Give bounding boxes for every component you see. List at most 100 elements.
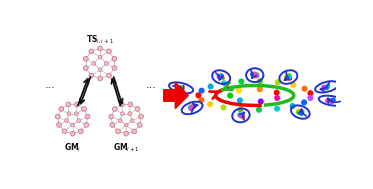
Ellipse shape: [70, 131, 75, 136]
Ellipse shape: [128, 112, 132, 116]
Ellipse shape: [219, 76, 222, 79]
Ellipse shape: [288, 75, 291, 79]
Ellipse shape: [139, 114, 143, 119]
Ellipse shape: [330, 99, 334, 102]
Ellipse shape: [325, 85, 329, 89]
Ellipse shape: [239, 115, 243, 118]
Ellipse shape: [120, 112, 124, 116]
Ellipse shape: [287, 74, 291, 77]
Ellipse shape: [326, 99, 329, 103]
Ellipse shape: [85, 114, 90, 119]
Ellipse shape: [71, 123, 75, 127]
Ellipse shape: [255, 74, 258, 77]
Ellipse shape: [98, 46, 103, 51]
Ellipse shape: [323, 86, 326, 89]
Ellipse shape: [300, 112, 303, 115]
Ellipse shape: [199, 98, 204, 102]
Ellipse shape: [308, 96, 313, 100]
Ellipse shape: [84, 57, 88, 61]
Ellipse shape: [284, 75, 288, 79]
Ellipse shape: [238, 113, 242, 117]
Ellipse shape: [179, 87, 183, 90]
Ellipse shape: [251, 72, 254, 76]
Ellipse shape: [322, 86, 326, 89]
Ellipse shape: [135, 107, 140, 111]
Ellipse shape: [220, 75, 223, 78]
Ellipse shape: [179, 86, 182, 90]
Ellipse shape: [219, 74, 222, 77]
Ellipse shape: [77, 119, 81, 123]
Ellipse shape: [257, 108, 261, 112]
Ellipse shape: [208, 102, 212, 106]
Ellipse shape: [190, 107, 194, 110]
Ellipse shape: [332, 98, 335, 102]
Ellipse shape: [253, 72, 256, 76]
Ellipse shape: [119, 102, 124, 107]
Ellipse shape: [238, 107, 243, 112]
Ellipse shape: [199, 88, 204, 93]
Ellipse shape: [84, 122, 89, 127]
Ellipse shape: [57, 122, 62, 127]
Ellipse shape: [221, 105, 226, 110]
Ellipse shape: [130, 119, 134, 123]
FancyArrow shape: [164, 82, 188, 108]
Ellipse shape: [65, 119, 69, 123]
Ellipse shape: [84, 66, 88, 70]
Text: ...: ...: [145, 80, 156, 90]
Ellipse shape: [132, 129, 137, 134]
Ellipse shape: [189, 106, 192, 109]
Ellipse shape: [137, 122, 142, 127]
Ellipse shape: [302, 86, 307, 91]
Ellipse shape: [253, 74, 257, 78]
Ellipse shape: [330, 100, 333, 104]
Ellipse shape: [220, 75, 223, 78]
Ellipse shape: [326, 99, 329, 102]
Ellipse shape: [55, 114, 60, 119]
Ellipse shape: [239, 114, 242, 117]
Ellipse shape: [291, 83, 295, 87]
Ellipse shape: [112, 107, 117, 111]
Ellipse shape: [75, 102, 79, 107]
Ellipse shape: [331, 100, 335, 103]
Ellipse shape: [112, 57, 117, 61]
Ellipse shape: [297, 110, 300, 113]
Ellipse shape: [189, 107, 192, 110]
Ellipse shape: [333, 99, 336, 102]
Ellipse shape: [326, 86, 329, 90]
Ellipse shape: [62, 129, 67, 134]
Ellipse shape: [253, 73, 256, 76]
Ellipse shape: [297, 109, 300, 112]
Ellipse shape: [98, 76, 103, 81]
Ellipse shape: [254, 72, 257, 76]
Ellipse shape: [286, 76, 290, 80]
Ellipse shape: [192, 105, 195, 108]
Ellipse shape: [74, 112, 78, 116]
Ellipse shape: [189, 105, 193, 109]
Ellipse shape: [109, 114, 114, 119]
Ellipse shape: [297, 111, 300, 114]
Ellipse shape: [257, 87, 262, 92]
Ellipse shape: [110, 122, 115, 127]
Text: GM$_{i+1}$: GM$_{i+1}$: [113, 142, 140, 154]
Ellipse shape: [322, 85, 326, 89]
Ellipse shape: [92, 61, 96, 65]
Ellipse shape: [104, 61, 109, 65]
Ellipse shape: [258, 79, 262, 83]
Ellipse shape: [221, 76, 224, 80]
Ellipse shape: [190, 106, 194, 109]
Ellipse shape: [116, 129, 120, 134]
Ellipse shape: [308, 91, 313, 95]
Ellipse shape: [276, 80, 280, 85]
Ellipse shape: [196, 93, 201, 98]
Ellipse shape: [254, 73, 258, 76]
Ellipse shape: [176, 86, 180, 90]
Ellipse shape: [326, 84, 330, 88]
Text: TS$_{i,i+1}$: TS$_{i,i+1}$: [86, 34, 114, 46]
Ellipse shape: [208, 84, 213, 89]
Ellipse shape: [288, 77, 292, 80]
Ellipse shape: [98, 68, 102, 72]
Ellipse shape: [66, 102, 71, 107]
Ellipse shape: [89, 73, 94, 78]
Ellipse shape: [325, 86, 328, 90]
Ellipse shape: [258, 99, 263, 104]
